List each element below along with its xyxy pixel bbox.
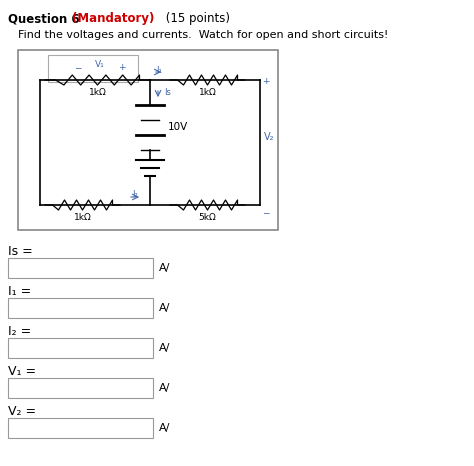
Text: −: − (74, 63, 82, 72)
Text: 1kΩ: 1kΩ (73, 213, 91, 222)
Text: A/: A/ (159, 383, 170, 393)
Text: −: − (262, 208, 270, 217)
Text: V₂ =: V₂ = (8, 405, 36, 418)
Text: Find the voltages and currents.  Watch for open and short circuits!: Find the voltages and currents. Watch fo… (18, 30, 388, 40)
Text: 10V: 10V (168, 122, 188, 132)
Text: (15 points): (15 points) (162, 12, 230, 25)
Text: I₁ =: I₁ = (8, 285, 31, 298)
Text: 1kΩ: 1kΩ (89, 88, 106, 97)
Text: Is: Is (164, 88, 171, 97)
Bar (8, 338, 153, 358)
Text: +: + (118, 63, 126, 72)
Text: A/: A/ (159, 263, 170, 273)
Text: +: + (262, 77, 270, 86)
Text: A/: A/ (159, 343, 170, 353)
Text: V₁: V₁ (95, 60, 105, 69)
Bar (18, 50, 278, 230)
Text: 5kΩ: 5kΩ (199, 213, 216, 222)
Bar (8, 418, 153, 438)
Bar (8, 378, 153, 398)
Text: I₂ =: I₂ = (8, 325, 31, 338)
Text: I₁: I₁ (156, 66, 162, 75)
Text: Question 6: Question 6 (8, 12, 84, 25)
Text: I₂: I₂ (132, 190, 138, 199)
Bar (48, 55, 138, 82)
Bar (8, 258, 153, 278)
Text: V₂: V₂ (264, 132, 274, 142)
Bar (8, 298, 153, 318)
Text: A/: A/ (159, 423, 170, 433)
Text: (Mandatory): (Mandatory) (72, 12, 155, 25)
Text: 1kΩ: 1kΩ (199, 88, 216, 97)
Text: V₁ =: V₁ = (8, 365, 36, 378)
Text: A/: A/ (159, 303, 170, 313)
Text: Is =: Is = (8, 245, 33, 258)
